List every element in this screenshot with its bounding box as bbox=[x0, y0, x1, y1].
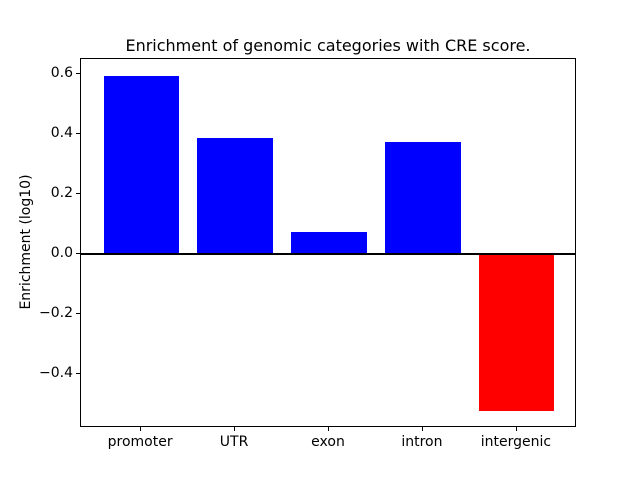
y-tick-label: −0.2 bbox=[39, 304, 73, 321]
x-tick-mark bbox=[328, 427, 329, 431]
x-tick-mark bbox=[140, 427, 142, 431]
y-tick-label: 0.4 bbox=[50, 125, 73, 142]
x-tick-mark bbox=[234, 427, 236, 431]
y-tick-label: −0.4 bbox=[39, 364, 73, 381]
y-tick-mark bbox=[76, 372, 80, 374]
y-tick-mark bbox=[76, 133, 80, 135]
y-tick-label: 0.6 bbox=[50, 65, 73, 82]
bar-intergenic bbox=[479, 253, 555, 412]
x-tick-label-exon: exon bbox=[311, 434, 345, 450]
bar-exon bbox=[291, 231, 367, 254]
bar-promoter bbox=[103, 75, 179, 254]
zero-line bbox=[81, 252, 575, 255]
y-tick-mark bbox=[76, 192, 80, 194]
x-tick-mark bbox=[515, 427, 517, 431]
chart-title: Enrichment of genomic categories with CR… bbox=[125, 36, 531, 55]
y-tick-mark bbox=[76, 252, 80, 254]
x-tick-mark bbox=[421, 427, 423, 431]
x-tick-label-UTR: UTR bbox=[219, 434, 249, 450]
x-tick-label-promoter: promoter bbox=[107, 434, 173, 450]
bar-intron bbox=[385, 141, 461, 254]
y-tick-label: 0.0 bbox=[50, 244, 73, 261]
y-tick-label: 0.2 bbox=[50, 184, 73, 201]
y-tick-mark bbox=[76, 312, 80, 314]
bar-UTR bbox=[197, 138, 273, 254]
x-tick-label-intron: intron bbox=[401, 434, 443, 450]
plot-area bbox=[80, 58, 576, 427]
y-tick-mark bbox=[76, 73, 80, 75]
x-tick-label-intergenic: intergenic bbox=[480, 434, 552, 450]
